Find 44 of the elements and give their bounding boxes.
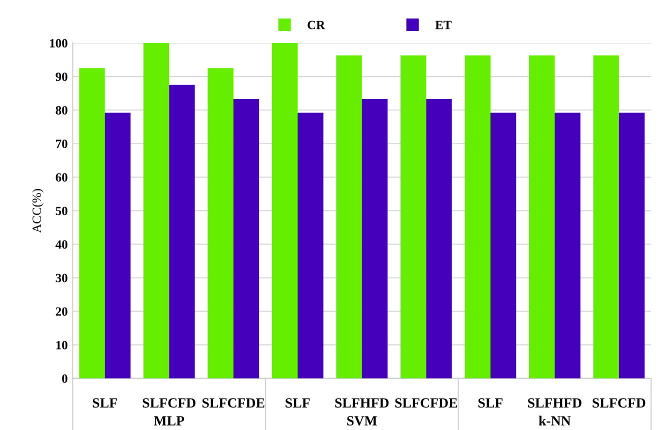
legend-label: ET	[435, 20, 452, 30]
y-tick-label: 60	[56, 173, 68, 182]
y-tick-label: 20	[56, 307, 68, 316]
y-tick-label: 80	[56, 106, 68, 115]
x-tick-label: SLFCFD	[592, 398, 646, 408]
y-tick-label: 30	[56, 274, 68, 282]
bar	[336, 55, 362, 378]
bar	[554, 112, 580, 378]
x-tick-label: SLFHFD	[528, 398, 582, 408]
bar	[618, 112, 645, 378]
x-tick-label: SLF	[286, 398, 310, 408]
bar	[233, 99, 260, 378]
bar	[593, 55, 619, 378]
x-tick-label: SLF	[92, 398, 117, 408]
bar	[208, 68, 234, 378]
y-tick-label: 0	[62, 374, 68, 383]
x-tick-label: SLFHFD	[335, 398, 389, 408]
legend-label: CR	[308, 20, 326, 30]
bar	[362, 99, 388, 378]
bar	[426, 99, 452, 378]
x-tick-label: SLFCFDE	[395, 398, 458, 408]
y-tick-label: 70	[56, 140, 68, 148]
y-tick-label: 50	[56, 206, 68, 216]
bar	[143, 43, 170, 378]
y-tick-label: 90	[56, 72, 68, 81]
x-tick-label: SLFCFD	[142, 398, 196, 408]
bar	[298, 112, 324, 378]
bar	[169, 84, 195, 378]
text: MLP	[154, 416, 184, 426]
bar	[79, 68, 105, 378]
bar	[272, 43, 298, 378]
text: k-NN	[538, 416, 571, 426]
bar	[528, 55, 555, 378]
bar	[104, 112, 131, 378]
x-tick-label: SLF	[478, 398, 502, 408]
y-tick-label: 10	[56, 340, 68, 350]
bar	[400, 55, 426, 378]
y-tick-label: 100	[50, 39, 68, 48]
bar	[490, 112, 516, 378]
y-tick-label: 40	[56, 240, 68, 249]
x-tick-label: SLFCFDE	[202, 398, 264, 408]
text: SVM	[347, 416, 377, 426]
y-axis-title: ACC(%)	[32, 189, 44, 233]
bar	[464, 55, 490, 378]
